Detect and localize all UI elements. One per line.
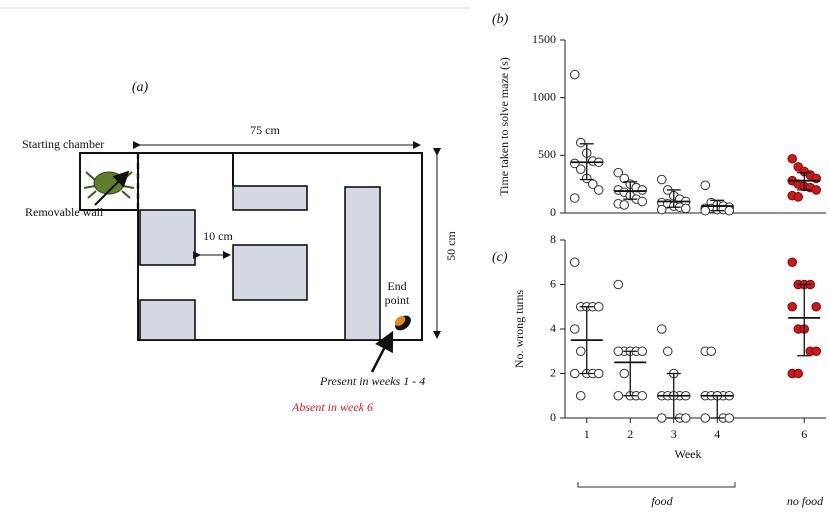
y-tick-label: 4	[550, 321, 556, 335]
y-axis-label: No. wrong turns	[512, 290, 526, 369]
data-point	[614, 391, 623, 400]
data-point	[614, 280, 623, 289]
y-tick-label: 2	[550, 365, 556, 379]
data-point	[638, 197, 647, 206]
data-point	[788, 154, 797, 163]
data-point	[812, 347, 821, 356]
data-point	[614, 347, 623, 356]
data-point	[576, 347, 585, 356]
present-note: Present in weeks 1 - 4	[319, 374, 425, 388]
food-bracket	[578, 482, 735, 487]
data-point	[681, 414, 690, 423]
data-point	[788, 258, 797, 267]
block	[233, 186, 307, 210]
panel-label: (a)	[132, 80, 149, 95]
block	[140, 210, 195, 265]
crab-icon	[84, 172, 134, 198]
block	[345, 187, 380, 340]
y-tick-label: 1000	[532, 89, 556, 103]
data-point	[657, 175, 666, 184]
data-point	[812, 186, 821, 195]
y-tick-label: 500	[538, 147, 556, 161]
data-point	[657, 205, 666, 214]
data-point	[701, 414, 710, 423]
group-label: food	[651, 494, 673, 508]
data-point	[701, 181, 710, 190]
panel-label: (b)	[492, 12, 509, 27]
gap-label: 10 cm	[203, 229, 233, 243]
y-tick-label: 0	[550, 205, 556, 219]
data-point	[570, 258, 579, 267]
data-point	[638, 186, 647, 195]
y-tick-label: 0	[550, 410, 556, 424]
data-point	[594, 369, 603, 378]
removable-wall-label: Removable wall	[25, 205, 104, 219]
data-point	[725, 206, 734, 215]
data-point	[701, 206, 710, 215]
mussel-icon	[392, 313, 414, 334]
data-point	[570, 369, 579, 378]
height-label: 50 cm	[444, 231, 458, 261]
data-point	[570, 70, 579, 79]
data-point	[594, 186, 603, 195]
data-point	[794, 193, 803, 202]
data-point	[725, 414, 734, 423]
data-point	[707, 347, 716, 356]
data-point	[794, 369, 803, 378]
block	[233, 245, 307, 300]
panel-label: (c)	[492, 250, 508, 265]
data-point	[570, 194, 579, 203]
width-label: 75 cm	[250, 123, 280, 137]
x-tick-label: 3	[671, 427, 677, 441]
x-axis-label: Week	[674, 447, 701, 461]
y-tick-label: 1500	[532, 32, 556, 46]
data-point	[812, 302, 821, 311]
figure: (a) Starting chamber 75 cm 50 cm 10 cm R…	[0, 0, 829, 512]
y-tick-label: 6	[550, 276, 556, 290]
data-point	[657, 325, 666, 334]
group-label: no food	[787, 494, 824, 508]
y-axis-label: Time taken to solve maze (s)	[497, 57, 511, 196]
end-point-label: End	[387, 279, 406, 293]
data-point	[594, 302, 603, 311]
data-point	[638, 391, 647, 400]
data-point	[576, 391, 585, 400]
maze-diagram: (a) Starting chamber 75 cm 50 cm 10 cm R…	[22, 80, 458, 414]
data-point	[657, 414, 666, 423]
starting-chamber-label: Starting chamber	[22, 137, 104, 151]
data-point	[788, 302, 797, 311]
x-tick-label: 2	[627, 427, 633, 441]
data-point	[620, 201, 629, 210]
end-point-label: point	[385, 293, 410, 307]
x-tick-label: 6	[801, 427, 807, 441]
x-tick-label: 1	[584, 427, 590, 441]
block	[140, 300, 195, 340]
absent-note: Absent in week 6	[291, 400, 373, 414]
data-point	[570, 325, 579, 334]
data-point	[620, 369, 629, 378]
x-tick-label: 4	[714, 427, 720, 441]
data-point	[681, 204, 690, 213]
data-point	[638, 347, 647, 356]
data-point	[576, 165, 585, 174]
data-point	[576, 138, 585, 147]
y-tick-label: 8	[550, 232, 556, 246]
data-point	[663, 347, 672, 356]
